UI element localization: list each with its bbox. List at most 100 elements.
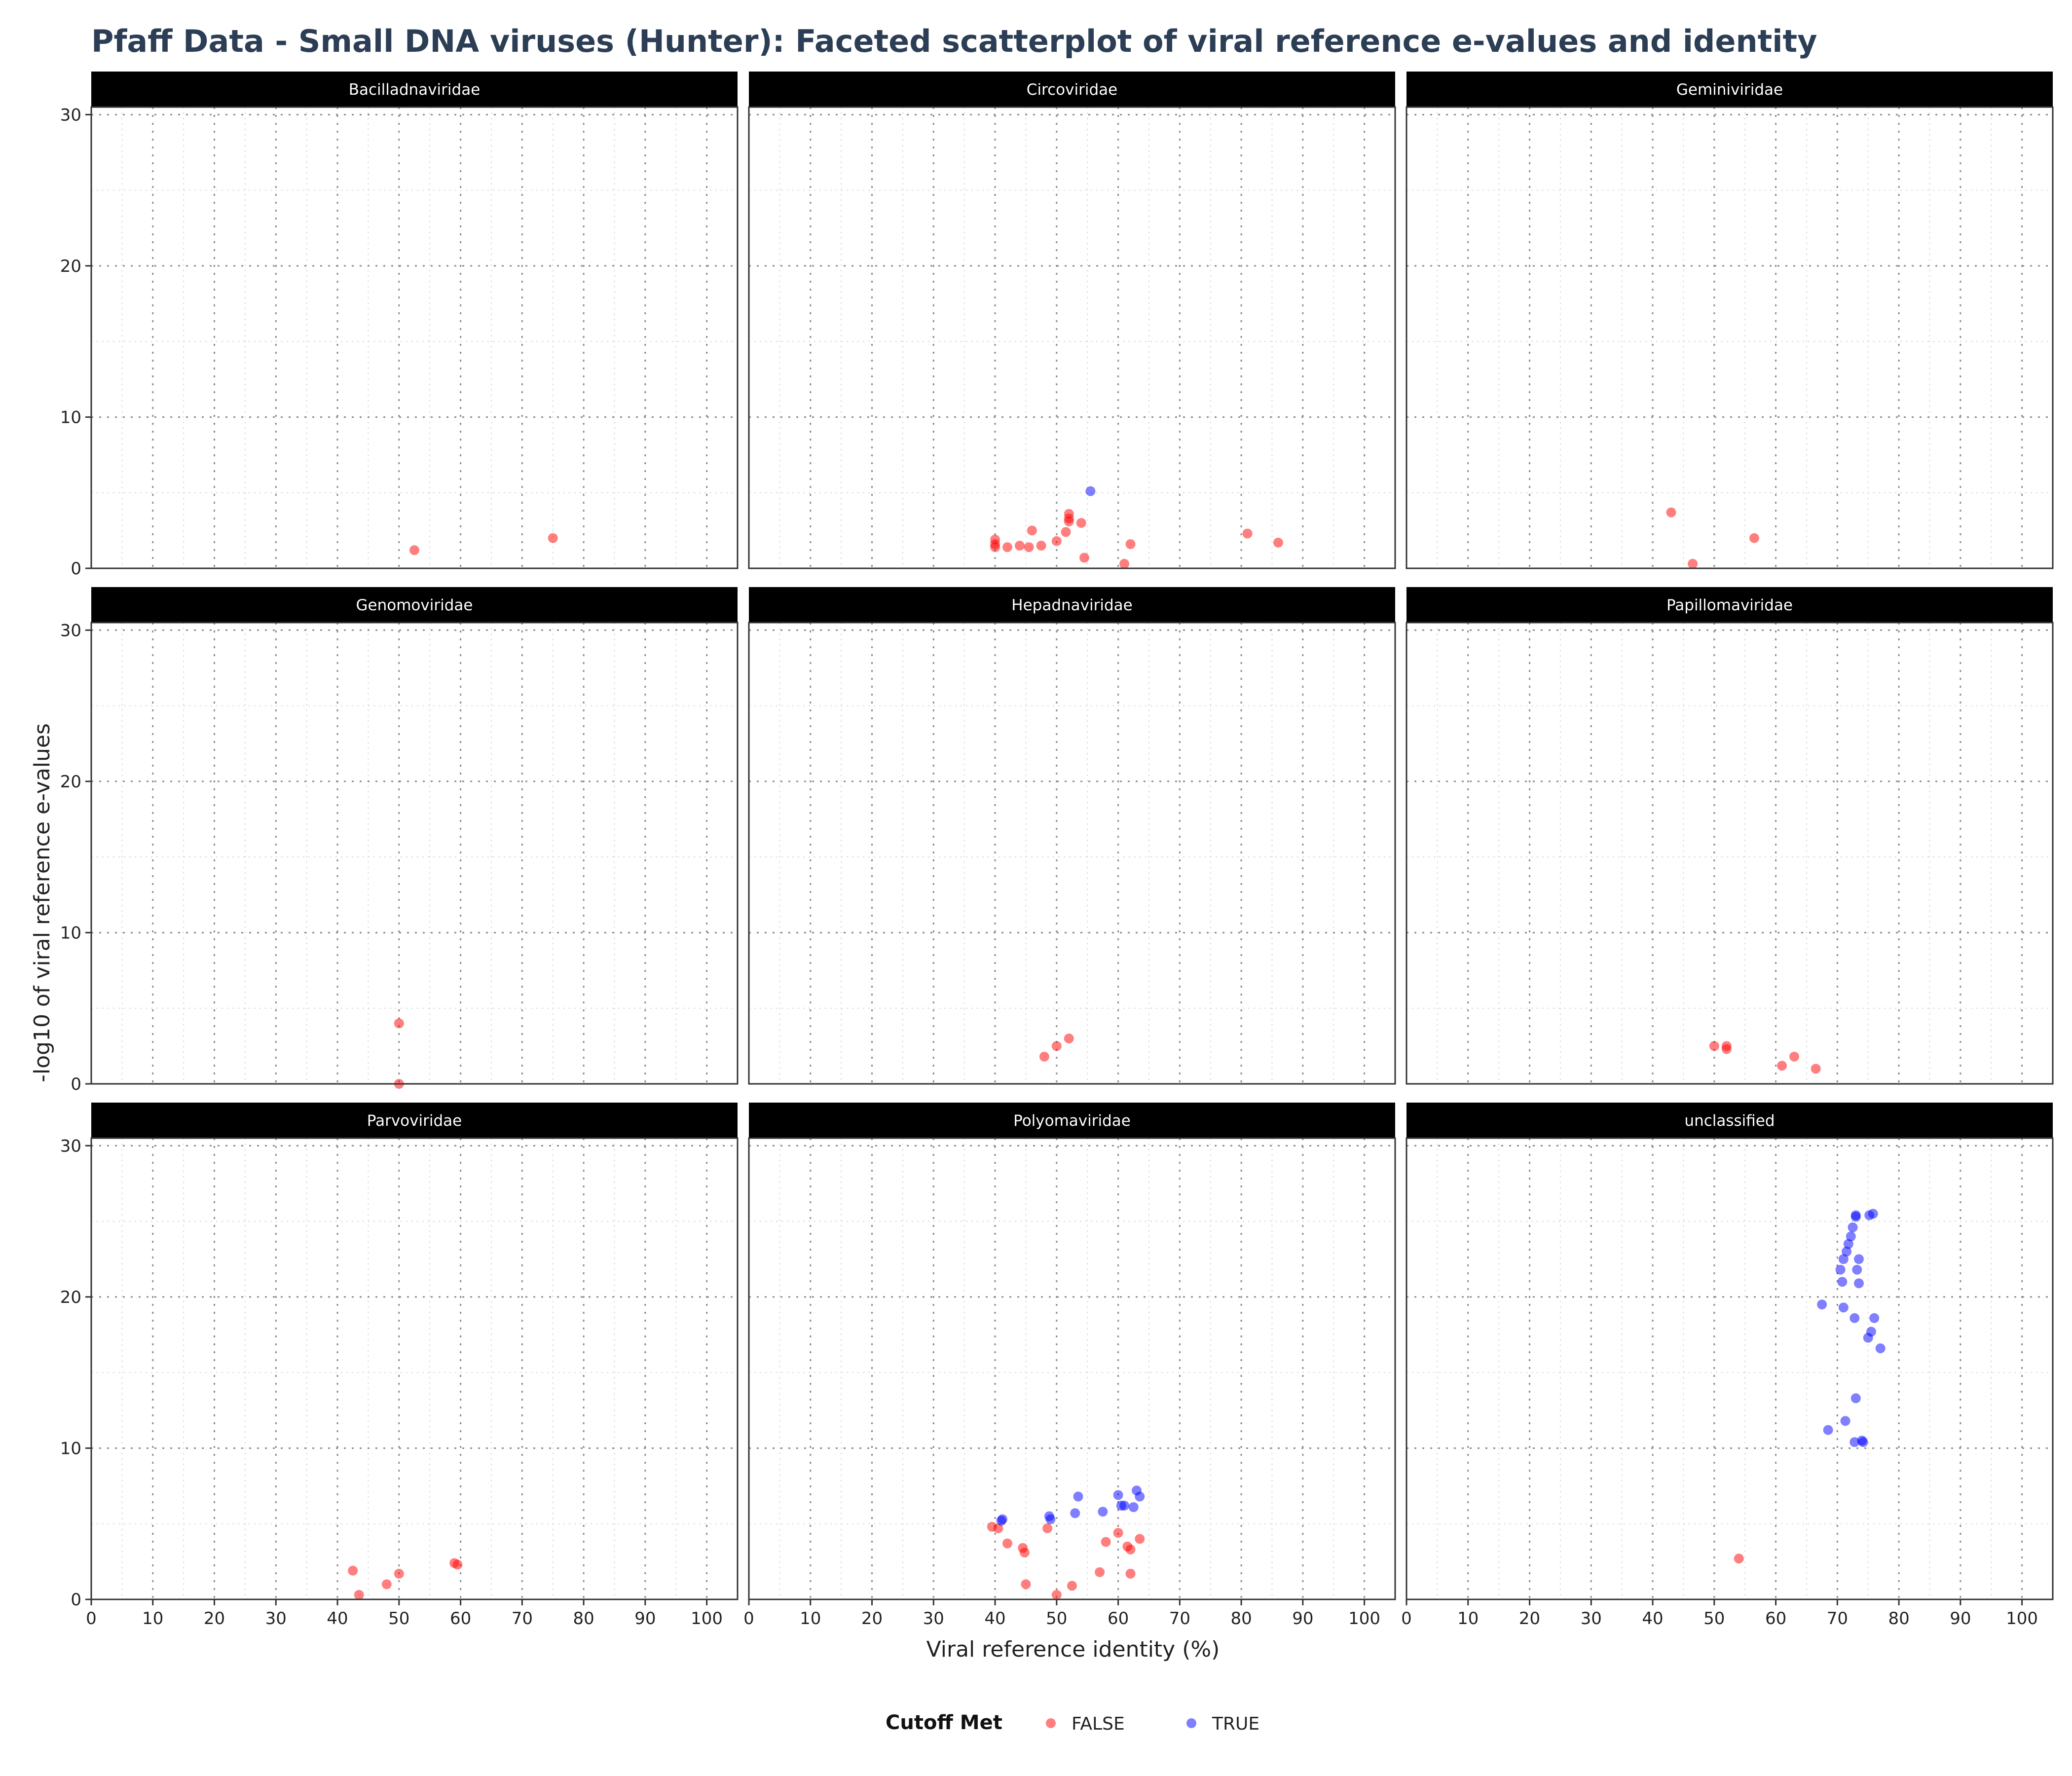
data-point xyxy=(1128,1502,1139,1512)
x-tick-label: 70 xyxy=(1827,1609,1848,1628)
x-tick-label: 0 xyxy=(1401,1609,1412,1628)
data-point xyxy=(1811,1064,1821,1074)
data-point xyxy=(1817,1299,1827,1310)
facet-strip-label: Geminiviridae xyxy=(1676,81,1783,99)
x-tick-label: 10 xyxy=(1457,1609,1479,1628)
data-point xyxy=(1848,1222,1858,1232)
data-point xyxy=(1789,1051,1799,1062)
facet-strip xyxy=(749,587,1395,623)
legend-title: Cutoff Met xyxy=(886,1711,1002,1734)
facet-strip-label: unclassified xyxy=(1684,1112,1775,1130)
facet-panel: Parvoviridae 0 10 20 30 0 10 20 30 40 50 60 70 80 90 10… xyxy=(60,1103,739,1628)
x-tick-label: 30 xyxy=(1581,1609,1602,1628)
data-point xyxy=(394,1018,404,1029)
data-point xyxy=(1042,1523,1053,1533)
facet-strip-label: Circoviridae xyxy=(1027,81,1117,99)
data-point xyxy=(1749,533,1759,543)
panel-background xyxy=(1406,623,2053,1084)
x-tick-label: 30 xyxy=(265,1609,287,1628)
y-tick-label: 30 xyxy=(60,105,81,125)
data-point xyxy=(1835,1264,1846,1275)
facet-strip-label: Hepadnaviridae xyxy=(1011,596,1132,614)
data-point xyxy=(1014,541,1025,551)
data-point xyxy=(1119,1500,1130,1511)
x-tick-label: 10 xyxy=(142,1609,163,1628)
facet-panel: Circoviridae xyxy=(748,72,1396,569)
panel-background xyxy=(1406,1138,2053,1599)
data-point xyxy=(1777,1061,1787,1071)
x-tick-label: 20 xyxy=(204,1609,225,1628)
facet-panel: Geminiviridae xyxy=(1406,72,2054,569)
data-point xyxy=(1840,1416,1850,1426)
x-tick-label: 40 xyxy=(327,1609,348,1628)
data-point xyxy=(1125,539,1136,549)
data-point xyxy=(1850,1212,1861,1222)
y-tick-label: 20 xyxy=(60,257,81,276)
x-tick-label: 90 xyxy=(1950,1609,1971,1628)
data-point xyxy=(1852,1264,1862,1275)
data-point xyxy=(1036,541,1046,551)
y-tick-label: 20 xyxy=(60,772,81,792)
x-tick-label: 30 xyxy=(923,1609,944,1628)
data-point xyxy=(1021,1579,1031,1590)
data-point xyxy=(1051,1041,1062,1051)
chart-title: Pfaff Data - Small DNA viruses (Hunter):… xyxy=(91,23,1817,59)
facet-strip-label: Polyomaviridae xyxy=(1013,1112,1131,1130)
data-point xyxy=(1098,1507,1108,1517)
data-point xyxy=(1101,1537,1111,1547)
facet-strip xyxy=(91,587,738,623)
x-tick-label: 70 xyxy=(512,1609,533,1628)
panel-border xyxy=(1406,106,2054,569)
panel-border xyxy=(90,1137,739,1600)
data-point xyxy=(1242,528,1253,539)
facet-strip xyxy=(1406,587,2053,623)
data-point xyxy=(1823,1425,1833,1435)
data-point xyxy=(998,1514,1008,1524)
x-tick-label: 90 xyxy=(634,1609,656,1628)
data-point xyxy=(1085,486,1096,496)
legend-label: TRUE xyxy=(1212,1714,1259,1734)
data-point xyxy=(1067,1581,1077,1591)
y-tick-label: 30 xyxy=(60,1136,81,1156)
data-point xyxy=(1734,1554,1744,1564)
data-point xyxy=(548,533,558,543)
data-point xyxy=(1866,1327,1876,1337)
x-tick-label: 90 xyxy=(1292,1609,1313,1628)
data-point xyxy=(1850,1437,1860,1447)
data-point xyxy=(409,545,419,555)
panel-background xyxy=(749,1138,1395,1599)
y-tick-label: 0 xyxy=(71,559,81,579)
legend-entries: FALSE TRUE xyxy=(1046,1714,1259,1734)
facet-panel: Papillomaviridae xyxy=(1406,587,2054,1085)
data-point xyxy=(1045,1514,1056,1524)
x-tick-label: 80 xyxy=(573,1609,594,1628)
data-point xyxy=(1002,1538,1012,1549)
data-point xyxy=(1838,1254,1849,1264)
x-tick-label: 80 xyxy=(1230,1609,1252,1628)
data-point xyxy=(1837,1277,1848,1287)
facet-panel: Genomoviridae 0 10 20 30 xyxy=(60,587,739,1094)
data-point xyxy=(1019,1547,1030,1557)
data-point xyxy=(381,1579,392,1590)
data-point xyxy=(1051,536,1062,546)
data-point xyxy=(394,1568,404,1579)
data-point xyxy=(1027,525,1037,536)
facet-strip-label: Parvoviridae xyxy=(367,1112,462,1130)
x-tick-label: 40 xyxy=(984,1609,1005,1628)
panel-border xyxy=(748,106,1396,569)
data-point xyxy=(1846,1231,1856,1242)
data-point xyxy=(1842,1246,1852,1257)
facet-panel: Bacilladnaviridae 0 10 20 30 xyxy=(60,72,739,579)
facet-strip xyxy=(749,1103,1395,1138)
legend-label: FALSE xyxy=(1072,1714,1125,1734)
data-point xyxy=(1024,542,1034,553)
legend-key xyxy=(1186,1718,1196,1728)
data-point xyxy=(1273,537,1283,548)
data-point xyxy=(1850,1393,1861,1404)
panel-background xyxy=(91,1138,738,1599)
panel-background xyxy=(1406,107,2053,568)
panel-border xyxy=(1406,622,2054,1085)
facet-strip-label: Genomoviridae xyxy=(356,596,473,614)
panel-border xyxy=(748,622,1396,1085)
